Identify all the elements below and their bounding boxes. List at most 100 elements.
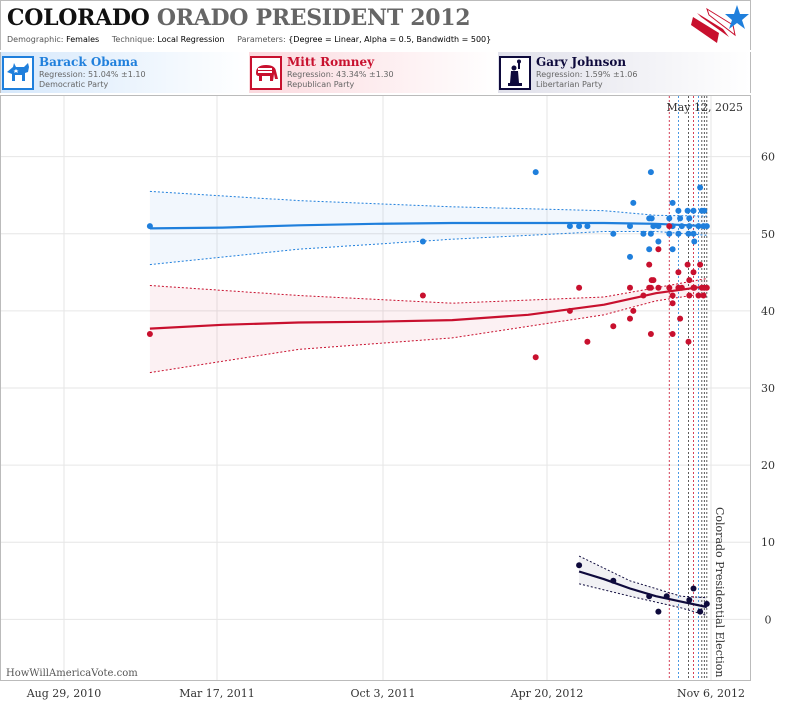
poll-point — [669, 246, 676, 253]
poll-point — [669, 331, 676, 337]
poll-point — [146, 223, 153, 230]
poll-point — [695, 292, 702, 299]
poll-point — [697, 608, 704, 615]
poll-point — [566, 223, 573, 230]
poll-point — [419, 238, 426, 245]
technique-label: Technique: — [111, 35, 155, 44]
series-barack-obama — [146, 169, 710, 266]
poll-point — [686, 223, 693, 230]
poll-point — [669, 199, 676, 206]
poll-point — [669, 300, 676, 307]
donkey-icon — [2, 56, 34, 90]
poll-point — [576, 284, 583, 291]
poll-point — [655, 608, 662, 615]
poll-point — [646, 246, 653, 253]
poll-point — [691, 284, 698, 291]
poll-point — [647, 331, 654, 337]
poll-point — [146, 331, 153, 337]
regression-line — [149, 285, 707, 330]
y-tick-label: 60 — [761, 151, 775, 164]
poll-point — [630, 307, 637, 314]
poll-point — [655, 246, 662, 253]
statue-of-liberty-icon — [499, 56, 531, 90]
poll-point — [584, 338, 591, 345]
parameters-label: Parameters: — [237, 35, 286, 44]
elephant-icon — [250, 56, 282, 90]
regression-line — [149, 221, 707, 230]
poll-point — [686, 597, 693, 603]
candidate-name: Barack Obama — [39, 55, 138, 69]
poll-point — [703, 284, 710, 291]
y-tick-label: 10 — [761, 536, 775, 549]
candidate-johnson[interactable]: Gary Johnson Regression: 1.59% ±1.06 Lib… — [498, 52, 751, 93]
poll-point — [690, 207, 697, 214]
poll-point — [655, 284, 662, 291]
poll-point — [647, 169, 654, 176]
poll-point — [691, 238, 698, 245]
poll-point — [686, 292, 693, 299]
poll-point — [630, 199, 637, 206]
parameters-value: {Degree = Linear, Alpha = 0.5, Bandwidth… — [288, 35, 492, 44]
confidence-band — [149, 191, 707, 265]
poll-point — [627, 223, 633, 230]
page-title: COLORADO ORADO PRESIDENT 2012 — [7, 5, 471, 31]
series-mitt-romney — [146, 223, 710, 374]
x-tick-label: Oct 3, 2011 — [350, 687, 415, 700]
poll-point — [703, 223, 710, 230]
poll-point — [677, 315, 684, 322]
poll-point — [669, 292, 676, 299]
poll-point — [677, 215, 684, 222]
poll-point — [690, 585, 697, 592]
poll-point — [655, 223, 662, 230]
y-tick-label: 0 — [765, 613, 772, 626]
poll-point — [690, 230, 697, 237]
poll-point — [647, 284, 654, 291]
poll-point — [646, 593, 653, 600]
candidate-party: Republican Party — [287, 80, 355, 89]
title-state-suffix: ORADO — [156, 5, 249, 31]
poll-point — [666, 215, 673, 222]
x-tick-label: Aug 29, 2010 — [26, 687, 102, 700]
candidate-romney[interactable]: Mitt Romney Regression: 43.34% ±1.30 Rep… — [249, 52, 497, 93]
flag-star-logo-icon[interactable] — [689, 3, 749, 49]
poll-point — [684, 261, 691, 268]
poll-point — [685, 230, 692, 237]
poll-point — [700, 292, 707, 299]
poll-point — [703, 600, 710, 607]
candidate-obama[interactable]: Barack Obama Regression: 51.04% ±1.10 De… — [0, 52, 248, 93]
poll-point — [678, 223, 685, 230]
poll-point — [566, 307, 573, 314]
demographic-label: Demographic: — [7, 35, 64, 44]
poll-point — [675, 230, 682, 237]
poll-point — [701, 207, 708, 214]
poll-point — [627, 253, 633, 260]
poll-point — [663, 593, 670, 600]
x-tick-label: Mar 17, 2011 — [179, 687, 255, 700]
poll-point — [678, 284, 685, 291]
poll-point — [532, 354, 539, 361]
poll-point — [576, 562, 583, 569]
poll-point — [697, 261, 704, 268]
header: COLORADO ORADO PRESIDENT 2012 Demographi… — [0, 0, 751, 50]
confidence-band — [149, 278, 707, 373]
title-rest: PRESIDENT 2012 — [255, 5, 471, 31]
poll-point — [666, 230, 673, 237]
candidate-name: Mitt Romney — [287, 55, 375, 69]
y-tick-label: 20 — [761, 459, 775, 472]
x-tick-label: Nov 6, 2012 — [677, 687, 745, 700]
poll-point — [650, 277, 657, 284]
poll-point — [627, 315, 633, 322]
data-date-label: May 12, 2025 — [666, 101, 743, 114]
poll-point — [684, 207, 691, 214]
poll-point — [690, 269, 697, 276]
poll-point — [666, 284, 673, 291]
poll-point — [675, 269, 682, 276]
y-tick-label: 40 — [761, 305, 775, 318]
lower-bound-line — [149, 231, 707, 266]
poll-point — [650, 223, 657, 230]
demographic-value: Females — [66, 35, 100, 44]
site-credit: HowWillAmericaVote.com — [6, 668, 138, 679]
poll-point — [685, 338, 692, 345]
candidate-name: Gary Johnson — [536, 55, 627, 69]
